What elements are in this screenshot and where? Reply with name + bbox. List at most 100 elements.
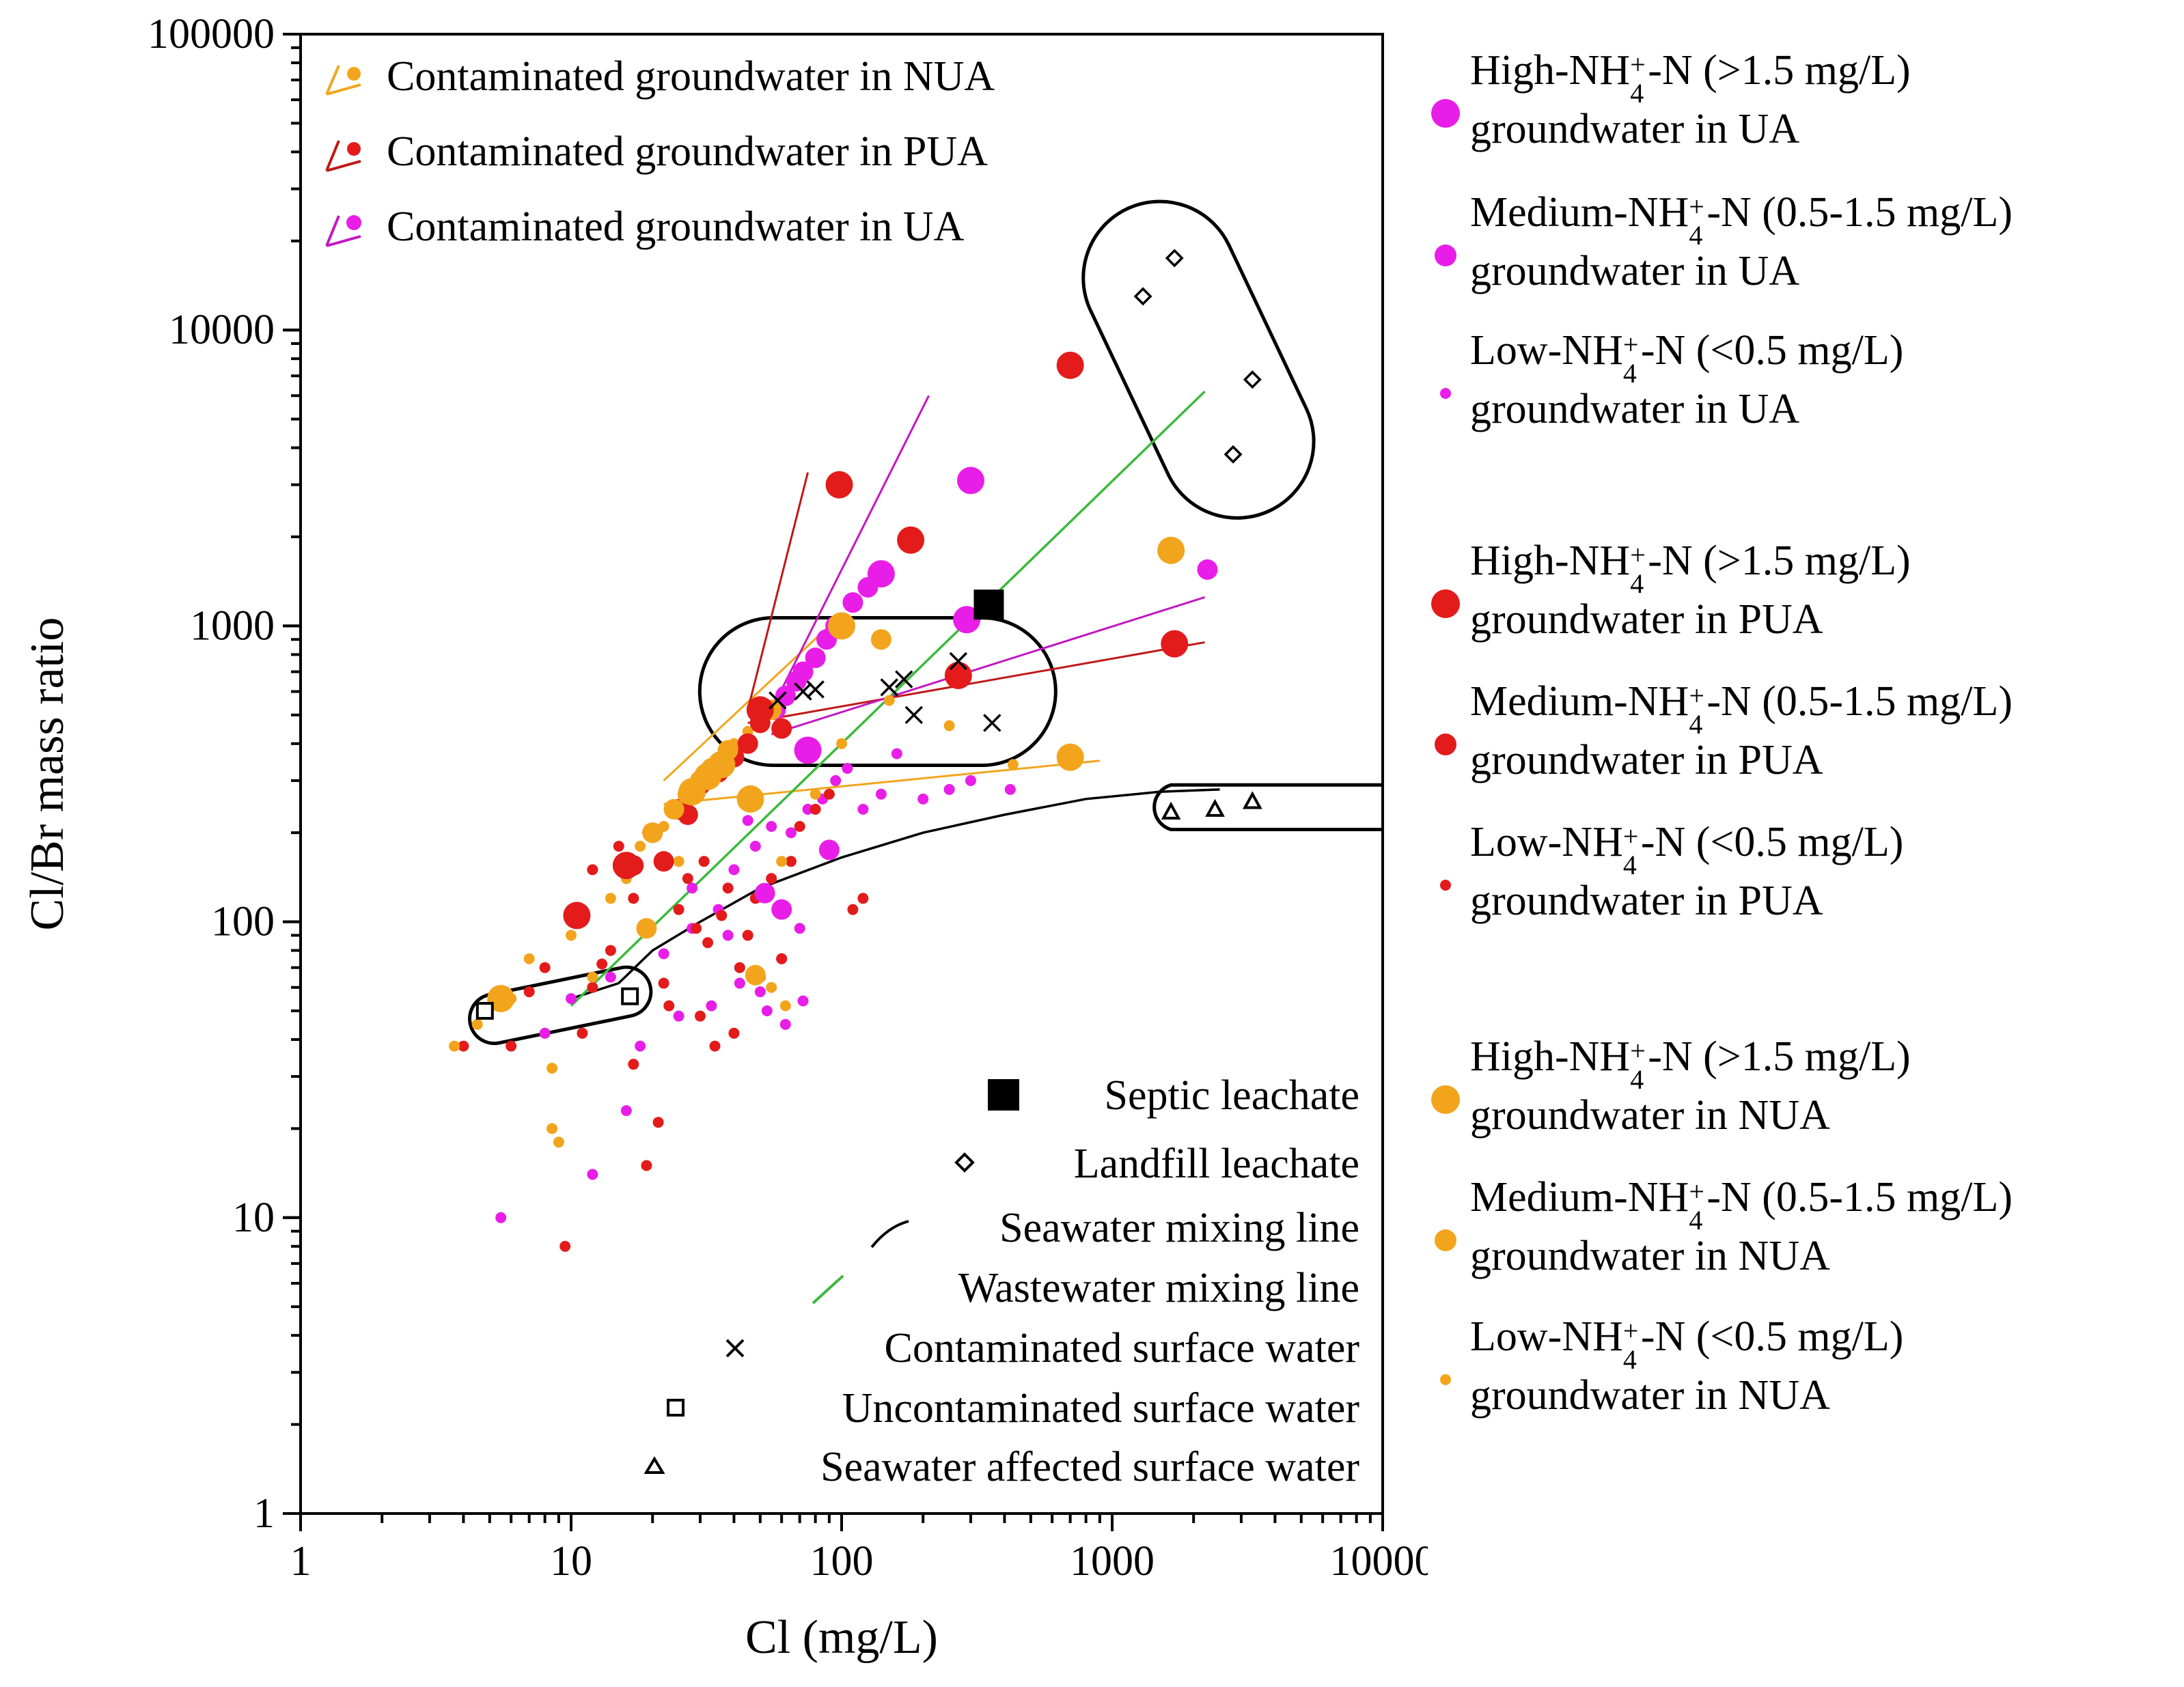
seawater-mixing-line-label: Seawater mixing line [999,1205,1359,1251]
point-ua-medium [842,592,863,613]
point-nua-low [673,856,685,867]
ion-charge: + [1630,1035,1646,1066]
point-ua-medium [818,839,840,861]
point-nua-low [776,856,788,867]
envelope-line-nua [663,759,1101,805]
envelope-line-ua [771,596,1206,736]
legend-marker-dot [1440,880,1451,891]
ion-subscript: 4 [1630,568,1644,599]
legend-level: Low [1470,1313,1548,1360]
legend-area: groundwater in UA [1470,248,1800,294]
envelope-legend-pua: Contaminated groundwater in PUA [325,128,988,175]
envelope-legend-ua: Contaminated groundwater in UA [325,204,965,250]
legend-marker-dot [1435,1229,1456,1251]
point-ua-medium [792,661,814,682]
ammonium-symbol: -NH +4 [1614,183,1704,251]
envelope-nua-dot [347,67,361,81]
point-pua-low [613,841,624,852]
seawater-mixing-line [570,788,1220,1000]
envelope-line-pua [747,472,809,710]
y-tick-label: 1000 [190,602,275,649]
y-tick-label: 10 [232,1195,275,1241]
point-nua-low [523,953,535,964]
ammonium-symbol: -NH +4 [1555,1027,1646,1095]
ion-subscript: 4 [1689,709,1703,740]
point-ua-low [620,1105,632,1117]
ammonium-symbol: -NH +4 [1555,41,1646,109]
point-landfill-leachate [1133,287,1152,306]
point-pua-high [746,696,774,724]
legend-level: Low [1470,819,1548,865]
contaminated-surface-water-icon [725,1339,745,1358]
point-ua-low [965,775,976,786]
legend-level: High [1470,47,1555,94]
point-uncontaminated-surface-water [621,987,639,1005]
point-pua-low [785,856,797,867]
point-pua-low [628,1059,639,1070]
ammonium-symbol: -NH +4 [1548,813,1639,880]
point-nua-low [1007,759,1019,770]
point-pua-low [734,962,745,973]
legend-marker-dot [1440,1374,1451,1385]
point-ua-low [842,762,853,774]
legend-marker-dot [1431,99,1460,128]
point-ua-high [953,606,981,634]
septic-leachate-icon [988,1079,1019,1111]
point-nua-high [736,785,764,813]
ion-charge: + [1622,821,1639,852]
point-pua-low [716,910,728,921]
legend-level: Low [1470,327,1548,374]
legend-ion-suffix: -N (>1.5 mg/L) [1648,47,1911,94]
point-pua-low [742,930,754,941]
legend-marker-dot [1440,388,1451,399]
point-pua-low [823,788,835,800]
point-pua-low [682,873,693,884]
ammonium-symbol: -NH +4 [1548,1307,1639,1375]
legend-area: groundwater in PUA [1470,737,1823,783]
seawater-mixing-line-icon [870,1220,909,1249]
ion-charge: + [1689,191,1704,222]
point-nua-low [566,930,577,941]
x-tick-label: 10 [550,1538,592,1585]
point-ua-high [794,736,822,764]
point-nua-low [449,1040,460,1052]
legend-area: groundwater in PUA [1470,596,1823,643]
uncontaminated-surface-water-icon [667,1399,685,1417]
point-pua-low [776,953,788,964]
ammonium-symbol: -NH +4 [1548,321,1639,389]
point-pua-high [944,661,972,689]
point-pua-high [1056,351,1084,379]
legend-level: High [1470,1033,1555,1080]
point-nua-high [487,985,515,1013]
envelope-pua-icon [325,140,361,172]
legend-ion-suffix: -N (0.5-1.5 mg/L) [1706,189,2013,236]
point-pua-low [691,923,702,934]
point-ua-low [794,923,805,934]
point-pua-low [694,1010,706,1022]
point-uncontaminated-surface-water [475,1002,494,1020]
point-nua-medium [663,798,685,820]
point-contaminated-surface-water [806,680,825,699]
point-ua-low [766,821,777,833]
legend-text: High-NH +4 -N (>1.5 mg/L) groundwater in PU… [1470,531,1911,649]
point-nua-low [471,1018,483,1030]
point-pua-medium [737,733,758,754]
legend-text: Medium-NH +4 -N (0.5-1.5 mg/L) groundwater … [1470,672,2013,790]
point-pua-low [810,803,821,815]
point-pua-low [709,1040,721,1052]
point-ua-low [761,1005,773,1017]
ion-subscript: 4 [1622,850,1637,880]
point-ua-low [830,775,842,786]
ion-charge: + [1630,540,1646,570]
legend-text: Medium-NH +4 -N (0.5-1.5 mg/L) groundwater … [1470,1168,2013,1285]
point-nua-medium [745,964,766,986]
point-nua-low [547,1062,558,1074]
legend-ion-suffix: -N (0.5-1.5 mg/L) [1706,1174,2013,1221]
point-pua-low [766,873,777,884]
point-ua-low [742,815,754,826]
legend-text: High-NH +4 -N (>1.5 mg/L) groundwater in NU… [1470,1027,1911,1145]
point-nua-medium [642,822,663,844]
point-pua-high [563,902,591,930]
point-pua-low [458,1040,469,1052]
point-ua-medium [775,685,796,706]
